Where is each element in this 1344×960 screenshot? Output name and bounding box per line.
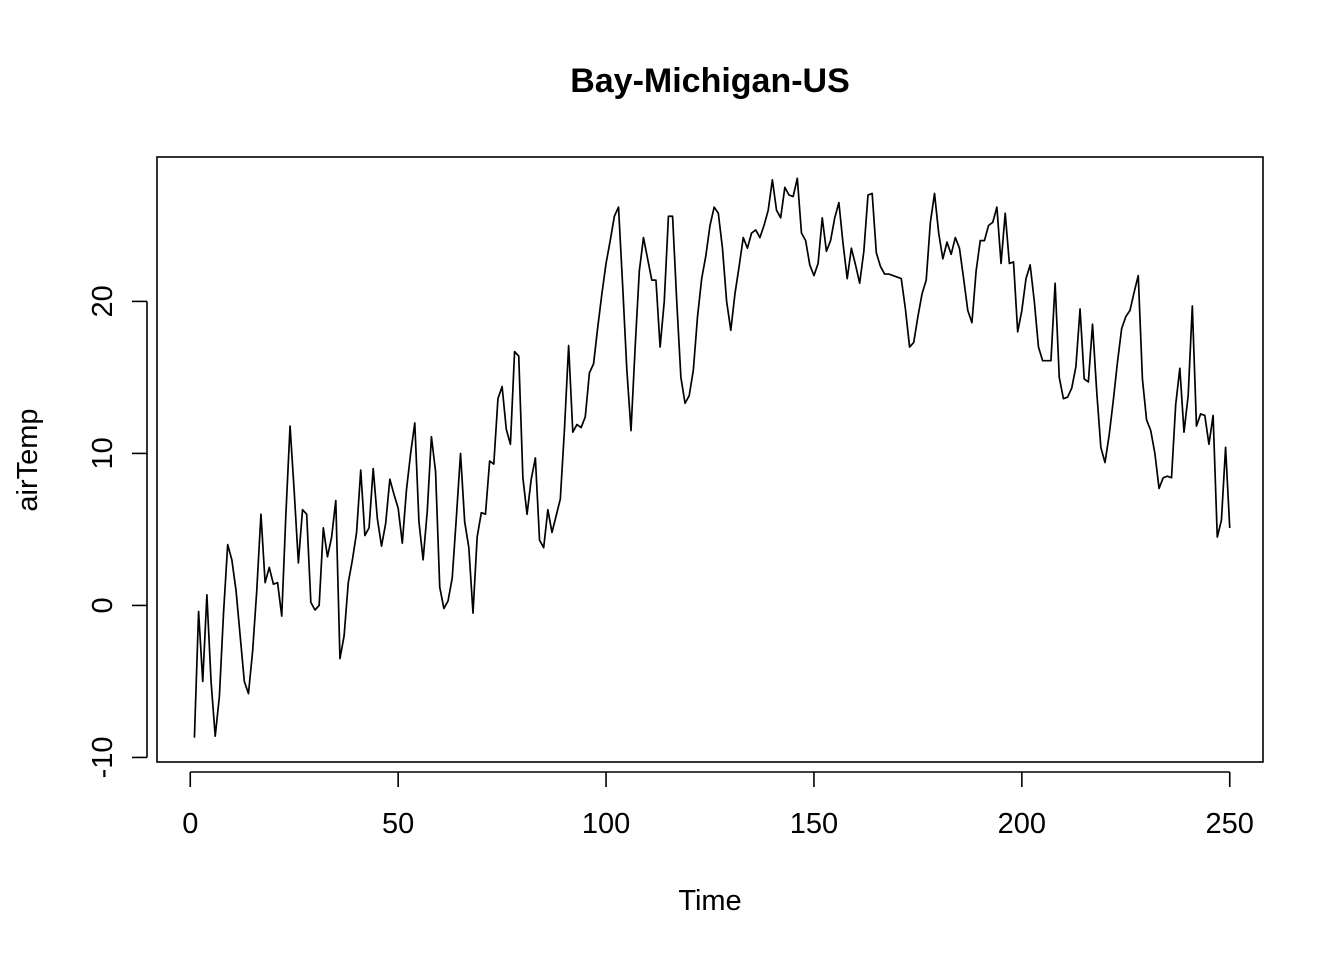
- series-layer: [193, 177, 1231, 738]
- y-tick-label: 20: [87, 285, 119, 317]
- y-tick-label: -10: [87, 736, 119, 778]
- x-tick-label: 250: [1206, 808, 1254, 840]
- x-axis-label: Time: [678, 885, 741, 917]
- x-axis: 0 50 100 150 200 250: [182, 771, 1254, 840]
- y-axis-label: airTemp: [12, 408, 44, 511]
- x-tick-label: 100: [582, 808, 630, 840]
- x-tick-label: 0: [182, 808, 198, 840]
- y-tick-label: 10: [87, 437, 119, 469]
- x-tick-label: 200: [998, 808, 1046, 840]
- x-tick-label: 150: [790, 808, 838, 840]
- series-line-1: [193, 177, 1231, 738]
- x-tick-label: 50: [382, 808, 414, 840]
- y-tick-label: 0: [87, 597, 119, 613]
- y-axis: -10 0 10 20: [87, 285, 148, 778]
- chart-title: Bay-Michigan-US: [570, 62, 850, 100]
- plot-frame: [156, 156, 1264, 763]
